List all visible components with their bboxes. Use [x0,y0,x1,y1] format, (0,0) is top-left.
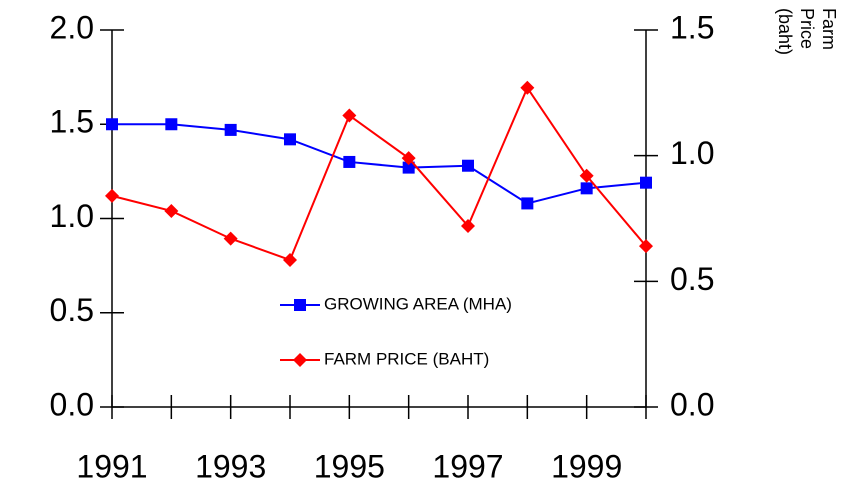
marker [223,231,238,246]
y-tick-label: 1.5 [50,104,94,140]
y2-tick-label: 1.0 [670,135,714,171]
marker [401,151,416,166]
marker [462,159,474,172]
x-tick-label: 1999 [551,448,622,484]
series-line [112,123,647,205]
marker [639,239,653,254]
x-tick-label: 1993 [195,448,266,484]
marker [461,219,475,234]
marker [106,118,118,131]
y2-tick-label: 0.0 [670,386,714,422]
marker [580,182,593,195]
marker [283,252,297,267]
marker [342,108,357,123]
marker [105,188,119,203]
marker [293,353,307,367]
marker [579,168,594,183]
legend-label: GROWING AREA (MHA) [324,294,512,313]
y-tick-label: 0.0 [50,386,94,422]
y-tick-label: 1.0 [50,198,94,234]
x-tick-label: 1997 [432,448,503,484]
marker [521,197,534,210]
x-tick-label: 1995 [314,448,385,484]
y2-axis-title: Farm Price (baht) [775,8,839,56]
marker [164,203,179,218]
marker [520,80,535,95]
marker [284,133,296,146]
y-tick-label: 2.0 [50,9,94,45]
legend-label: FARM PRICE (BAHT) [324,349,489,368]
marker [294,299,306,311]
y2-tick-label: 0.5 [670,261,714,297]
y-tick-label: 0.5 [50,292,94,328]
series-line [111,85,647,262]
marker [402,161,415,174]
marker [343,155,356,168]
marker [640,176,652,189]
y2-tick-label: 1.5 [670,9,714,45]
x-tick-label: 1991 [76,448,147,484]
marker [165,118,178,131]
marker [224,123,237,136]
